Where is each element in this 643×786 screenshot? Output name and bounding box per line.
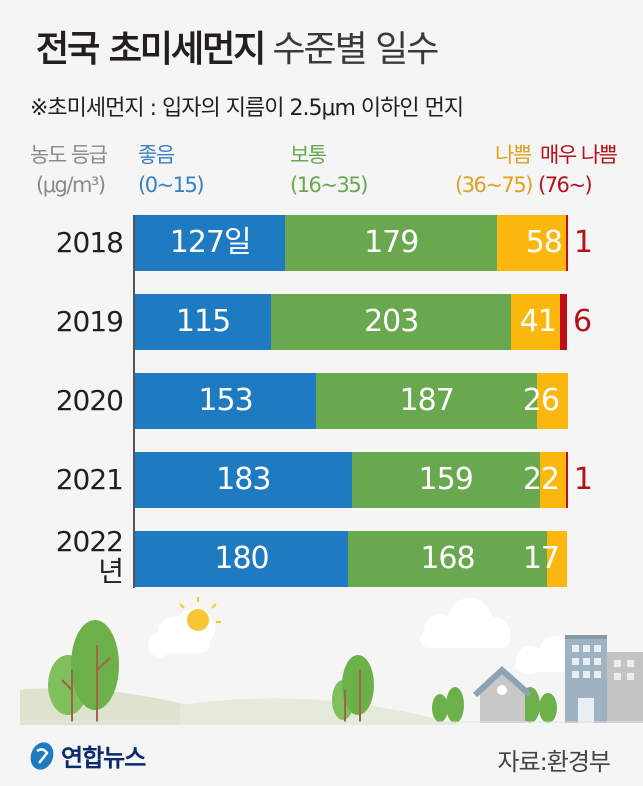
tree-icon (48, 620, 119, 722)
value-label-2022-2: 17 (522, 541, 560, 576)
cloud-icon (420, 598, 575, 674)
bar-segment-2021-1 (351, 452, 540, 508)
bar-segment-2020-0 (135, 373, 317, 429)
legend-bad-name: 나쁨 (495, 143, 532, 167)
value-label-2019-1: 203 (364, 304, 419, 339)
logo-text: 연합뉴스 (61, 744, 146, 772)
y-axis-line (133, 215, 135, 588)
legend-label-line1: 농도 등급 (30, 143, 108, 167)
value-label-2021-3: 1 (573, 462, 593, 497)
sun-icon (179, 597, 221, 631)
chart-subtitle: ※초미세먼지 : 입자의 지름이 2.5μm 이하인 먼지 (30, 96, 464, 121)
bar-segment-2019-1 (271, 294, 512, 350)
legend-item-good: 좋음 (0~15) (138, 140, 205, 200)
legend-good-name: 좋음 (138, 143, 175, 167)
building-icon (565, 635, 643, 723)
value-label-2020-2: 26 (522, 383, 560, 418)
value-label-2018-0: 127일 (169, 225, 252, 260)
house-icon (472, 665, 532, 723)
value-label-2018-1: 179 (364, 225, 419, 260)
legend-item-normal: 보통 (16~35) (290, 140, 368, 200)
legend-unit-label: 농도 등급 (μg/m³) (30, 140, 108, 200)
legend-normal-name: 보통 (290, 143, 327, 167)
bar-segment-2022-2 (546, 531, 567, 587)
legend-item-very-bad: 매우 나쁨 (76~) (538, 140, 618, 200)
tree-icon (332, 655, 374, 722)
title-bold: 전국 초미세먼지 (36, 29, 266, 70)
chart-title: 전국 초미세먼지 수준별 일수 (36, 20, 439, 72)
category-label-2020: 2020 (55, 384, 124, 417)
category-label-2018: 2018 (55, 226, 124, 259)
legend-good-range: (0~15) (138, 173, 205, 197)
bar-segment-2021-2 (539, 452, 566, 508)
bar-segment-2018-3 (565, 215, 568, 271)
yonhap-logo: 연합뉴스 (27, 738, 146, 773)
yonhap-globe-icon (30, 741, 54, 770)
bar-segment-2022-0 (135, 531, 349, 587)
bar-segment-2020-2 (537, 373, 569, 429)
value-label-2020-0: 153 (198, 383, 253, 418)
value-label-2021-1: 159 (418, 462, 474, 497)
value-label-2019-2: 41 (519, 304, 557, 339)
legend-item-bad: 나쁨 (36~75) (455, 140, 533, 200)
source-credit: 자료:환경부 (497, 748, 611, 776)
bar-segment-2019-3 (559, 294, 567, 350)
value-label-2018-2: 58 (525, 225, 563, 260)
bar-segment-2021-0 (135, 452, 352, 508)
title-light: 수준별 일수 (272, 29, 439, 70)
value-label-2021-0: 183 (216, 462, 271, 497)
bar-segment-2018-0 (135, 215, 286, 271)
value-label-2019-0: 115 (175, 304, 231, 339)
legend-bad-range: (36~75) (455, 173, 533, 197)
legend-very-bad-name: 매우 나쁨 (540, 143, 618, 167)
value-label-2022-0: 180 (214, 541, 269, 576)
value-label-2022-1: 168 (420, 541, 475, 576)
category-label-2019: 2019 (55, 305, 124, 338)
legend-label-line2: (μg/m³) (36, 173, 106, 197)
bar-segment-2019-0 (135, 294, 272, 350)
landscape-illustration (20, 597, 643, 725)
bar-segment-2019-2 (511, 294, 560, 350)
bar-segment-2022-1 (348, 531, 547, 587)
category-label-2021: 2021 (55, 463, 124, 496)
legend-very-bad-range: (76~) (538, 173, 593, 197)
value-label-2018-3: 1 (573, 225, 593, 260)
bar-segment-2021-3 (565, 452, 568, 508)
bar-segment-2018-1 (285, 215, 498, 271)
category-label-2022: 2022 년 (55, 525, 124, 588)
value-label-2019-3: 6 (573, 304, 593, 339)
value-label-2020-1: 187 (399, 383, 455, 418)
value-label-2021-2: 22 (522, 462, 560, 497)
bar-segment-2020-1 (316, 373, 538, 429)
bar-segment-2018-2 (497, 215, 566, 271)
legend-normal-range: (16~35) (290, 173, 368, 197)
hill-middle (180, 698, 460, 725)
